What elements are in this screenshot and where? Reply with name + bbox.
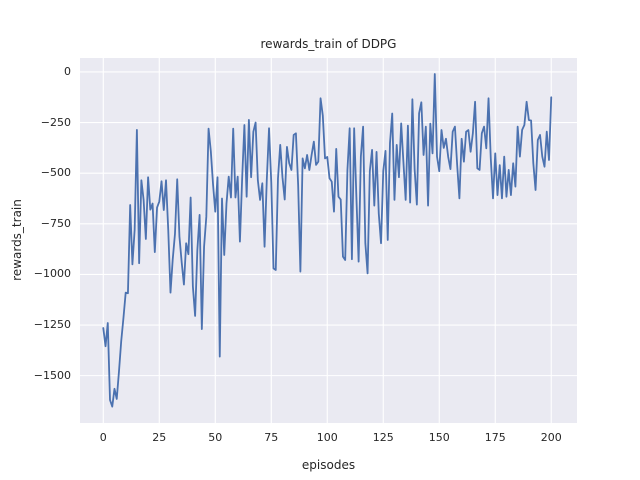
y-tick-label: −1500 xyxy=(33,368,71,382)
x-tick-label: 100 xyxy=(316,431,338,444)
y-tick-label: 0 xyxy=(64,64,71,78)
y-tick-label: −750 xyxy=(40,216,71,230)
y-tick-label: −1000 xyxy=(33,267,71,281)
axes-background xyxy=(80,58,577,423)
x-tick-label: 150 xyxy=(428,431,450,444)
chart-title: rewards_train of DDPG xyxy=(260,37,397,51)
x-tick-label: 75 xyxy=(264,431,279,444)
x-axis-label: episodes xyxy=(301,458,356,472)
y-tick-label: −1250 xyxy=(33,318,71,332)
x-tick-label: 175 xyxy=(484,431,506,444)
x-tick-label: 125 xyxy=(372,431,394,444)
x-tick-label: 200 xyxy=(540,431,562,444)
y-tick-label: −500 xyxy=(40,166,71,180)
y-tick-label: −250 xyxy=(40,115,71,129)
series-line-rewards_train xyxy=(102,73,553,408)
x-tick-label: 0 xyxy=(99,431,107,444)
x-tick-label: 25 xyxy=(152,431,167,444)
x-tick-label: 50 xyxy=(208,431,223,444)
